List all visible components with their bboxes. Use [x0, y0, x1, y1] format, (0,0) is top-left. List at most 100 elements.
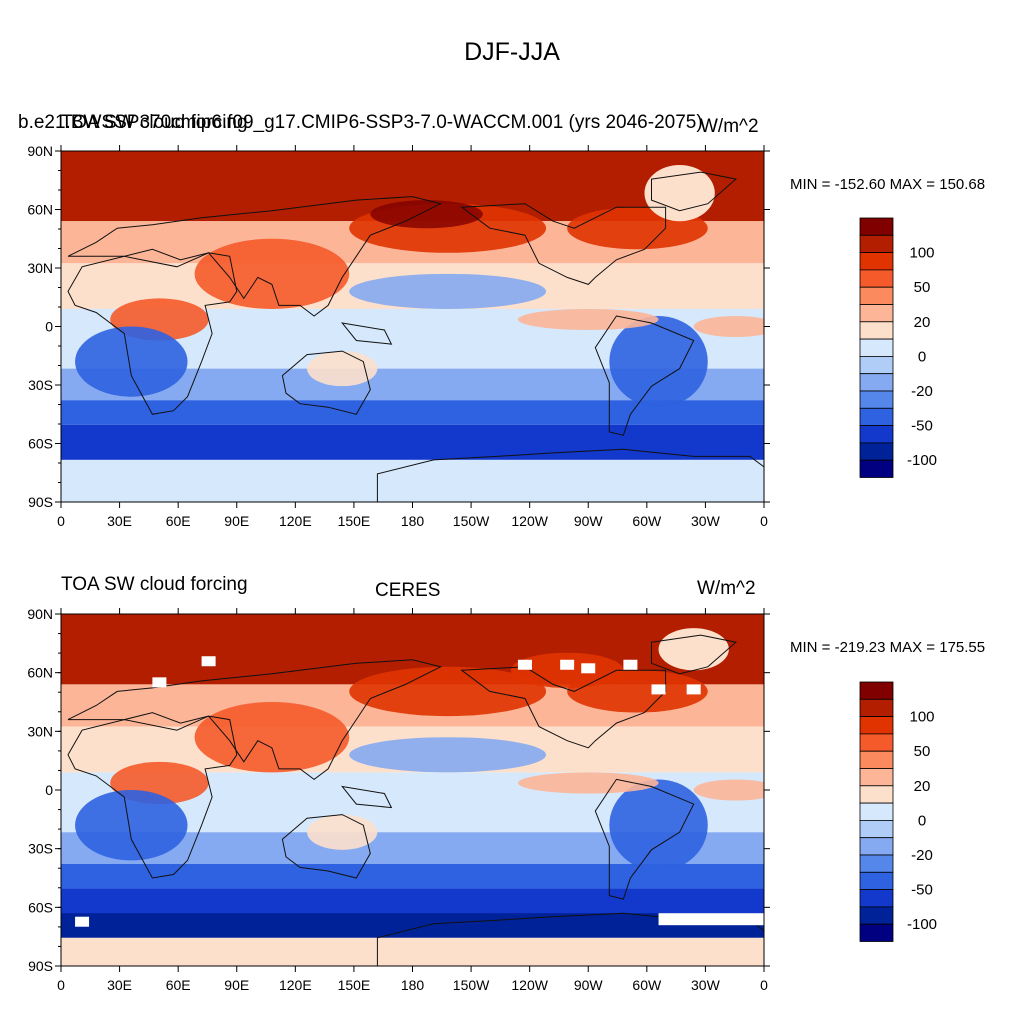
- colorbar-box: [859, 217, 894, 236]
- colorbar-label: -100: [907, 916, 937, 933]
- coastline: [376, 448, 764, 502]
- coastline: [594, 778, 695, 900]
- coastline: [340, 785, 393, 809]
- colorbar-box: [859, 681, 894, 700]
- lon-tick-label: 150E: [338, 977, 371, 993]
- lat-tick-label: 30S: [28, 841, 53, 857]
- field-anomaly: [307, 814, 378, 850]
- colorbar-box: [859, 425, 894, 444]
- lon-tick-label: 60W: [632, 977, 662, 993]
- missing-data-patch: [152, 677, 167, 688]
- field-anomaly: [658, 628, 729, 671]
- panel1-min-max: MIN = -152.60 MAX = 150.68: [790, 176, 986, 193]
- coastline: [67, 659, 443, 781]
- lat-tick-label: 90S: [28, 958, 53, 974]
- colorbar-box: [859, 252, 894, 271]
- coastline: [594, 315, 695, 436]
- lat-tick-label: 90S: [28, 494, 53, 510]
- lat-tick-label: 0: [45, 319, 53, 335]
- field-anomaly: [349, 666, 547, 717]
- field-anomaly: [370, 200, 483, 229]
- colorbar-box: [859, 321, 894, 340]
- lon-tick-label: 30W: [691, 977, 721, 993]
- colorbar-label: -50: [911, 882, 933, 899]
- field-anomaly: [349, 273, 547, 309]
- lon-tick-label: 30W: [691, 513, 721, 529]
- lat-tick-label: 60N: [27, 202, 53, 218]
- lon-tick-label: 0: [57, 513, 65, 529]
- coastline: [281, 814, 371, 879]
- missing-data-patch: [686, 684, 701, 695]
- coastline: [460, 203, 667, 285]
- field-anomaly: [194, 702, 350, 773]
- colorbar-box: [859, 698, 894, 717]
- colorbar-box: [859, 442, 894, 461]
- colorbar-box: [859, 854, 894, 873]
- coastline: [340, 322, 393, 345]
- colorbar: 100 50 20 0 -20 -50 -100: [859, 217, 937, 478]
- field-anomaly: [349, 737, 547, 773]
- colorbar-box: [859, 768, 894, 787]
- panel2-left-string: TOA SW cloud forcing: [61, 574, 248, 595]
- colorbar-box: [859, 837, 894, 856]
- coastline: [67, 196, 443, 317]
- missing-data-patch: [658, 913, 764, 926]
- lon-tick-label: 30E: [107, 977, 132, 993]
- colorbar-box: [859, 304, 894, 323]
- lat-tick-label: 60S: [28, 899, 53, 915]
- missing-data-patch: [623, 659, 638, 670]
- colorbar-box: [859, 269, 894, 288]
- missing-data-patch: [201, 656, 216, 667]
- colorbar-label: 50: [914, 279, 931, 296]
- lon-tick-label: 60W: [632, 513, 662, 529]
- lat-tick-label: 60S: [28, 436, 53, 452]
- field-band: [61, 424, 764, 460]
- colorbar-box: [859, 889, 894, 908]
- lon-tick-label: 180: [401, 977, 425, 993]
- missing-data-patch: [75, 916, 90, 927]
- colorbar-label: -50: [911, 418, 933, 435]
- field-band: [61, 913, 764, 938]
- colorbar-label: 0: [918, 348, 926, 365]
- field-anomaly: [194, 238, 350, 309]
- colorbar-label: -20: [911, 383, 933, 400]
- lon-tick-label: 150W: [453, 513, 490, 529]
- panel1-left-string: TOA SW cloud forcing: [61, 112, 248, 133]
- colorbar: 100 50 20 0 -20 -50 -100: [859, 681, 937, 942]
- field-anomaly: [75, 790, 188, 861]
- colorbar-label: 20: [914, 778, 931, 795]
- colorbar-box: [859, 355, 894, 375]
- lon-tick-label: 0: [760, 977, 768, 993]
- lat-tick-label: 60N: [27, 665, 53, 681]
- colorbar-box: [859, 906, 894, 925]
- colorbar-box: [859, 733, 894, 752]
- lat-tick-label: 0: [45, 782, 53, 798]
- lon-tick-label: 120E: [279, 513, 312, 529]
- coastline: [460, 666, 667, 749]
- field-anomaly: [609, 779, 708, 871]
- field-anomaly: [75, 326, 188, 397]
- plot-title: DJF-JJA: [464, 38, 560, 66]
- colorbar-label: 20: [914, 314, 931, 331]
- colorbar-label: 0: [918, 812, 926, 829]
- field-anomaly: [517, 308, 659, 331]
- panel1-center-string: b.e21.BWSSP370cmip6.f09_g17.CMIP6-SSP3-7…: [18, 112, 703, 133]
- lon-tick-label: 120E: [279, 977, 312, 993]
- colorbar-box: [859, 234, 894, 254]
- field-anomaly: [693, 315, 764, 338]
- lon-tick-label: 150E: [338, 513, 371, 529]
- panel2-center-string: CERES: [375, 580, 441, 601]
- colorbar-label: -20: [911, 847, 933, 864]
- map-field: [61, 614, 764, 966]
- colorbar-label: 50: [914, 743, 931, 760]
- colorbar-box: [859, 338, 894, 357]
- map-field: [61, 151, 764, 502]
- missing-data-patch: [651, 684, 666, 695]
- lon-tick-label: 60E: [166, 513, 191, 529]
- field-anomaly: [307, 351, 378, 387]
- coastline: [67, 715, 238, 879]
- missing-data-patch: [560, 659, 575, 670]
- colorbar-box: [859, 459, 894, 478]
